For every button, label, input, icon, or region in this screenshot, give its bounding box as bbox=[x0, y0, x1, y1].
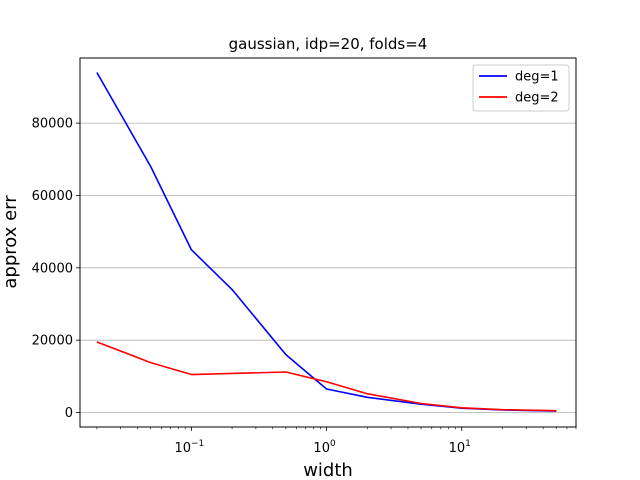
y-tick-label: 40000 bbox=[32, 261, 73, 276]
legend: deg=1 deg=2 bbox=[472, 64, 570, 112]
grid bbox=[80, 122, 576, 413]
y-tick-label: 60000 bbox=[32, 189, 73, 204]
y-axis-label: approx err bbox=[0, 195, 21, 289]
y-tick-label: 80000 bbox=[32, 117, 73, 132]
series-line-deg2 bbox=[96, 341, 557, 412]
y-tick-label: 0 bbox=[65, 406, 73, 421]
y-axis: 0 20000 40000 60000 80000 bbox=[32, 117, 80, 421]
chart-title: gaussian, idp=20, folds=4 bbox=[229, 35, 428, 53]
legend-label: deg=2 bbox=[515, 91, 559, 106]
x-axis: 10−1 100 101 bbox=[96, 427, 577, 456]
series-layer bbox=[96, 72, 557, 412]
x-axis-label: width bbox=[303, 460, 353, 480]
legend-label: deg=1 bbox=[515, 70, 559, 85]
x-tick-label: 10−1 bbox=[174, 439, 204, 456]
x-tick-label: 100 bbox=[313, 439, 336, 456]
x-tick-label: 101 bbox=[449, 439, 471, 456]
plot-frame bbox=[79, 57, 577, 428]
y-tick-label: 20000 bbox=[32, 334, 73, 349]
